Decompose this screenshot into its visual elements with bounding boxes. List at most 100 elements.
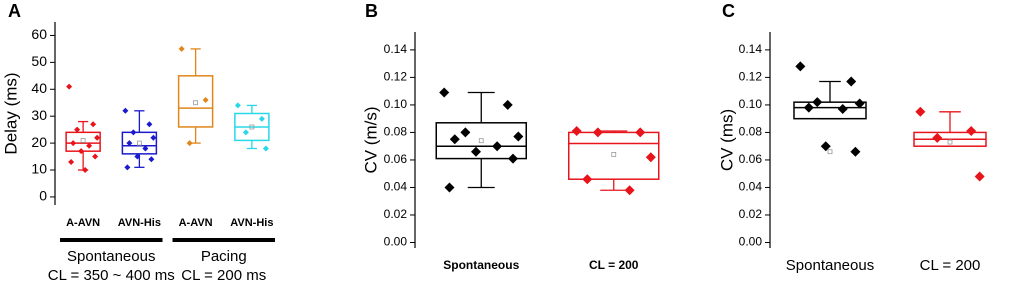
y-tick-label: 0.00: [739, 235, 763, 249]
data-point: [70, 140, 77, 147]
y-axis-label: CV (m/s): [361, 106, 380, 173]
data-point: [820, 141, 831, 152]
x-tick-label: AVN-His: [230, 217, 273, 229]
data-point: [850, 146, 861, 157]
mean: [136, 140, 142, 146]
data-point: [932, 132, 943, 143]
data-point: [142, 145, 149, 152]
data-point: [68, 158, 75, 165]
y-tick-label: 40: [31, 80, 47, 96]
y-axis-label: Delay (ms): [1, 72, 20, 154]
y-tick-label: 0.14: [739, 42, 763, 56]
mean: [249, 124, 255, 130]
y-tick-label: 0.02: [384, 207, 408, 221]
box: [793, 101, 867, 120]
y-tick-label: 0.06: [739, 152, 763, 166]
data-point: [444, 182, 455, 193]
group-sublabel: CL = 200 ms: [181, 267, 266, 284]
data-point: [571, 126, 582, 137]
data-point: [146, 121, 153, 128]
mean: [947, 139, 953, 145]
data-point: [837, 104, 848, 115]
y-axis-label: CV (ms): [717, 109, 736, 171]
y-tick-label: 50: [31, 53, 47, 69]
data-point: [502, 99, 513, 110]
data-point: [150, 134, 157, 141]
data-point: [645, 152, 656, 163]
mean: [478, 138, 484, 144]
data-point: [178, 45, 185, 52]
data-point: [78, 148, 85, 155]
data-point: [124, 164, 131, 171]
group-sublabel: CL = 350 ~ 400 ms: [48, 267, 175, 284]
y-tick-label: 0.00: [384, 235, 408, 249]
y-tick-label: 0.06: [384, 152, 408, 166]
data-point: [82, 167, 89, 174]
data-point: [635, 127, 646, 138]
mean: [827, 149, 833, 155]
data-point: [148, 156, 155, 163]
y-tick-label: 20: [31, 134, 47, 150]
data-point: [134, 153, 141, 160]
group-label: Pacing: [201, 248, 247, 265]
y-tick-label: 0.02: [739, 207, 763, 221]
panel-label: B: [365, 1, 378, 21]
data-point: [126, 140, 133, 147]
data-point: [966, 126, 977, 137]
data-point: [202, 97, 209, 104]
mean: [193, 100, 199, 106]
y-tick-label: 0.12: [384, 70, 408, 84]
mean: [611, 152, 617, 157]
y-tick-label: 0.14: [384, 42, 408, 56]
mean: [80, 138, 86, 143]
x-tick-label: Spontaneous: [443, 258, 519, 272]
data-point: [86, 142, 93, 149]
box: [65, 131, 101, 152]
box: [435, 122, 527, 160]
data-point: [439, 87, 450, 98]
data-point: [795, 61, 806, 72]
y-tick-label: 0.08: [739, 125, 763, 139]
data-point: [234, 102, 241, 109]
data-point: [915, 106, 926, 117]
data-point: [449, 134, 460, 145]
y-tick-label: 60: [31, 26, 47, 42]
x-tick-label: A-AVN: [179, 217, 213, 229]
data-point: [92, 153, 99, 160]
data-point: [122, 107, 129, 114]
data-point: [130, 129, 137, 136]
x-tick-label: Spontaneous: [786, 257, 874, 274]
y-tick-label: 0.10: [739, 97, 763, 111]
x-tick-label: AVN-His: [118, 217, 161, 229]
box: [568, 131, 660, 180]
y-tick-label: 0.04: [384, 180, 408, 194]
data-point: [513, 131, 524, 142]
y-tick-label: 30: [31, 107, 47, 123]
y-tick-label: 0.12: [739, 70, 763, 84]
data-point: [974, 171, 985, 182]
data-point: [186, 140, 193, 147]
data-point: [812, 97, 823, 108]
data-point: [854, 98, 865, 109]
data-point: [74, 126, 81, 133]
data-point: [460, 127, 471, 138]
y-tick-label: 0.10: [384, 97, 408, 111]
data-point: [592, 127, 603, 138]
data-point: [624, 185, 635, 196]
data-point: [582, 174, 593, 185]
data-point: [803, 102, 814, 113]
data-point: [470, 146, 481, 157]
data-point: [492, 141, 503, 152]
x-tick-label: CL = 200: [920, 257, 981, 274]
y-tick-label: 0.08: [384, 125, 408, 139]
box: [177, 75, 214, 128]
y-tick-label: 10: [31, 161, 47, 177]
data-point: [508, 153, 519, 164]
data-point: [846, 76, 857, 87]
y-tick-label: 0.04: [739, 180, 763, 194]
data-point: [94, 134, 101, 141]
data-point: [258, 115, 265, 122]
panel-label: A: [8, 1, 21, 21]
panel-label: C: [722, 1, 735, 21]
